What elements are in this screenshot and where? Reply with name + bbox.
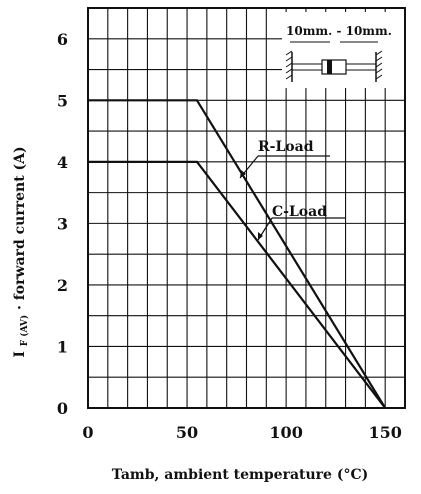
x-tick-label: 50 xyxy=(176,423,198,442)
y-tick-label: 6 xyxy=(57,30,68,49)
inset-background xyxy=(282,12,404,88)
r-load-arrowhead xyxy=(240,170,246,178)
series-annotations: R-Load C-Load xyxy=(239,139,346,241)
inset-diode-band xyxy=(327,60,332,74)
y-axis-title-main: I xyxy=(12,351,28,358)
y-axis-title-rest: · forward current (A) xyxy=(12,146,28,310)
y-tick-label: 2 xyxy=(57,276,68,295)
y-tick-label: 5 xyxy=(57,91,68,110)
x-tick-label: 100 xyxy=(269,423,302,442)
c-load-arrowhead xyxy=(258,232,263,240)
inset-hatch-right xyxy=(375,50,383,80)
r-load-label: R-Load xyxy=(258,139,314,155)
y-tick-label: 1 xyxy=(57,337,68,356)
y-axis-title: I F (AV) · forward current (A) xyxy=(12,146,31,357)
y-axis-title-sub: F (AV) xyxy=(19,315,30,346)
series-line-c-load xyxy=(88,160,387,409)
x-axis-title: Tamb, ambient temperature (°C) xyxy=(112,467,368,483)
inset-diode-body xyxy=(321,59,347,75)
inset-label: 10mm. - 10mm. xyxy=(286,24,392,38)
series-lines xyxy=(88,99,387,409)
y-tick-label: 0 xyxy=(57,399,68,418)
x-tick-label: 150 xyxy=(368,423,401,442)
c-load-label: C-Load xyxy=(272,204,327,220)
mounting-inset: 10mm. - 10mm. xyxy=(282,12,404,88)
series-line-r-load xyxy=(88,99,387,409)
plot-frame xyxy=(87,7,406,409)
x-tick-label: 0 xyxy=(82,423,93,442)
axis-tick-labels: 0 50 100 150 0 1 2 3 4 5 6 xyxy=(57,30,402,442)
y-tick-label: 3 xyxy=(57,214,68,233)
inset-hatch-left xyxy=(285,50,293,80)
y-tick-label: 4 xyxy=(57,153,68,172)
